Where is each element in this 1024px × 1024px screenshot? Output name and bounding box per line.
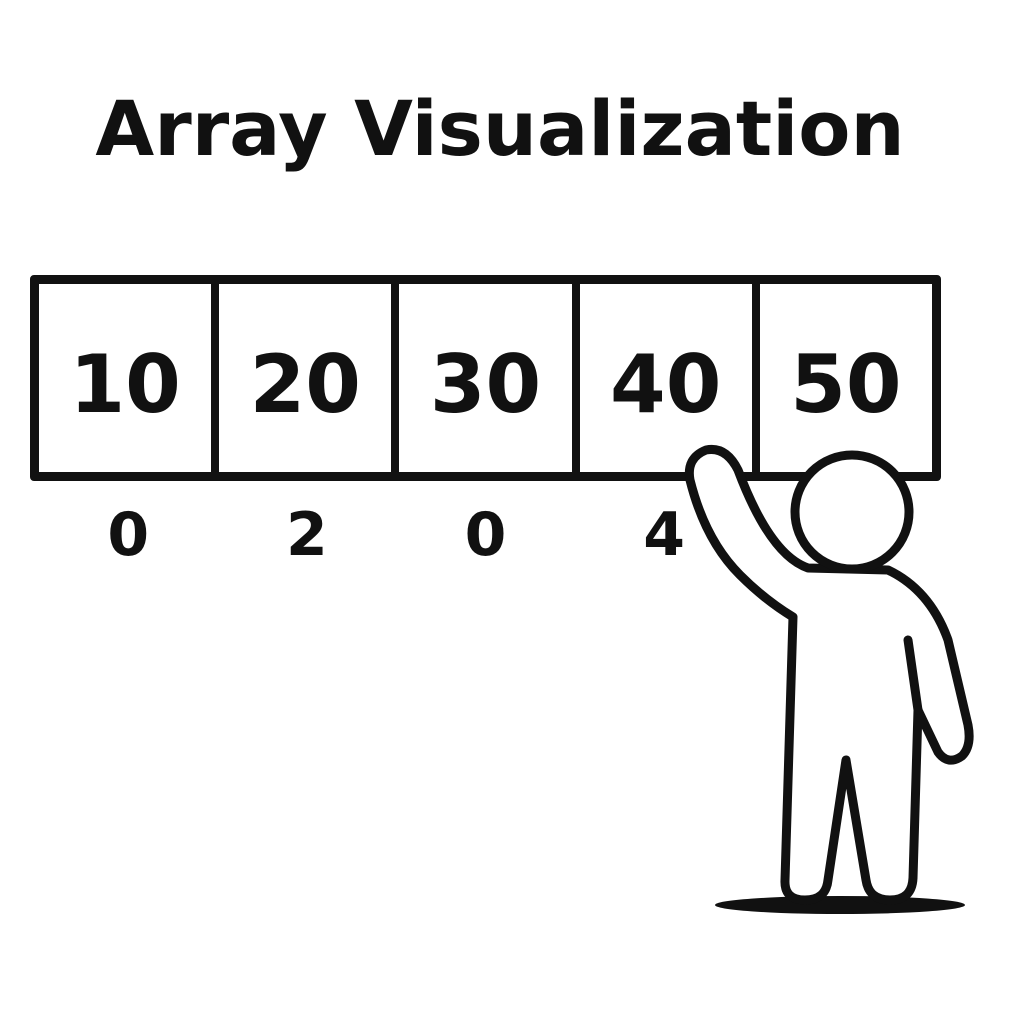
- person-head: [790, 450, 914, 574]
- array-box: 10 20 30 40 50: [30, 275, 941, 481]
- index-label-1: 2: [286, 500, 328, 570]
- array-cell-0: 10: [39, 284, 220, 472]
- index-label-3: 4: [643, 500, 685, 570]
- ground-shadow: [715, 896, 965, 914]
- page-title: Array Visualization: [95, 84, 905, 173]
- index-label-2: 0: [464, 500, 507, 570]
- array-cell-4: 50: [790, 337, 902, 431]
- index-row: 0 2 0 4: [39, 500, 932, 570]
- array-cell-3: 40: [580, 284, 760, 472]
- person-body-outline: [684, 444, 974, 905]
- array-cell-1: 20: [219, 284, 400, 472]
- array-cell-2: 30: [399, 284, 580, 472]
- person-arm-line: [903, 635, 923, 715]
- index-label-0: 0: [107, 500, 150, 570]
